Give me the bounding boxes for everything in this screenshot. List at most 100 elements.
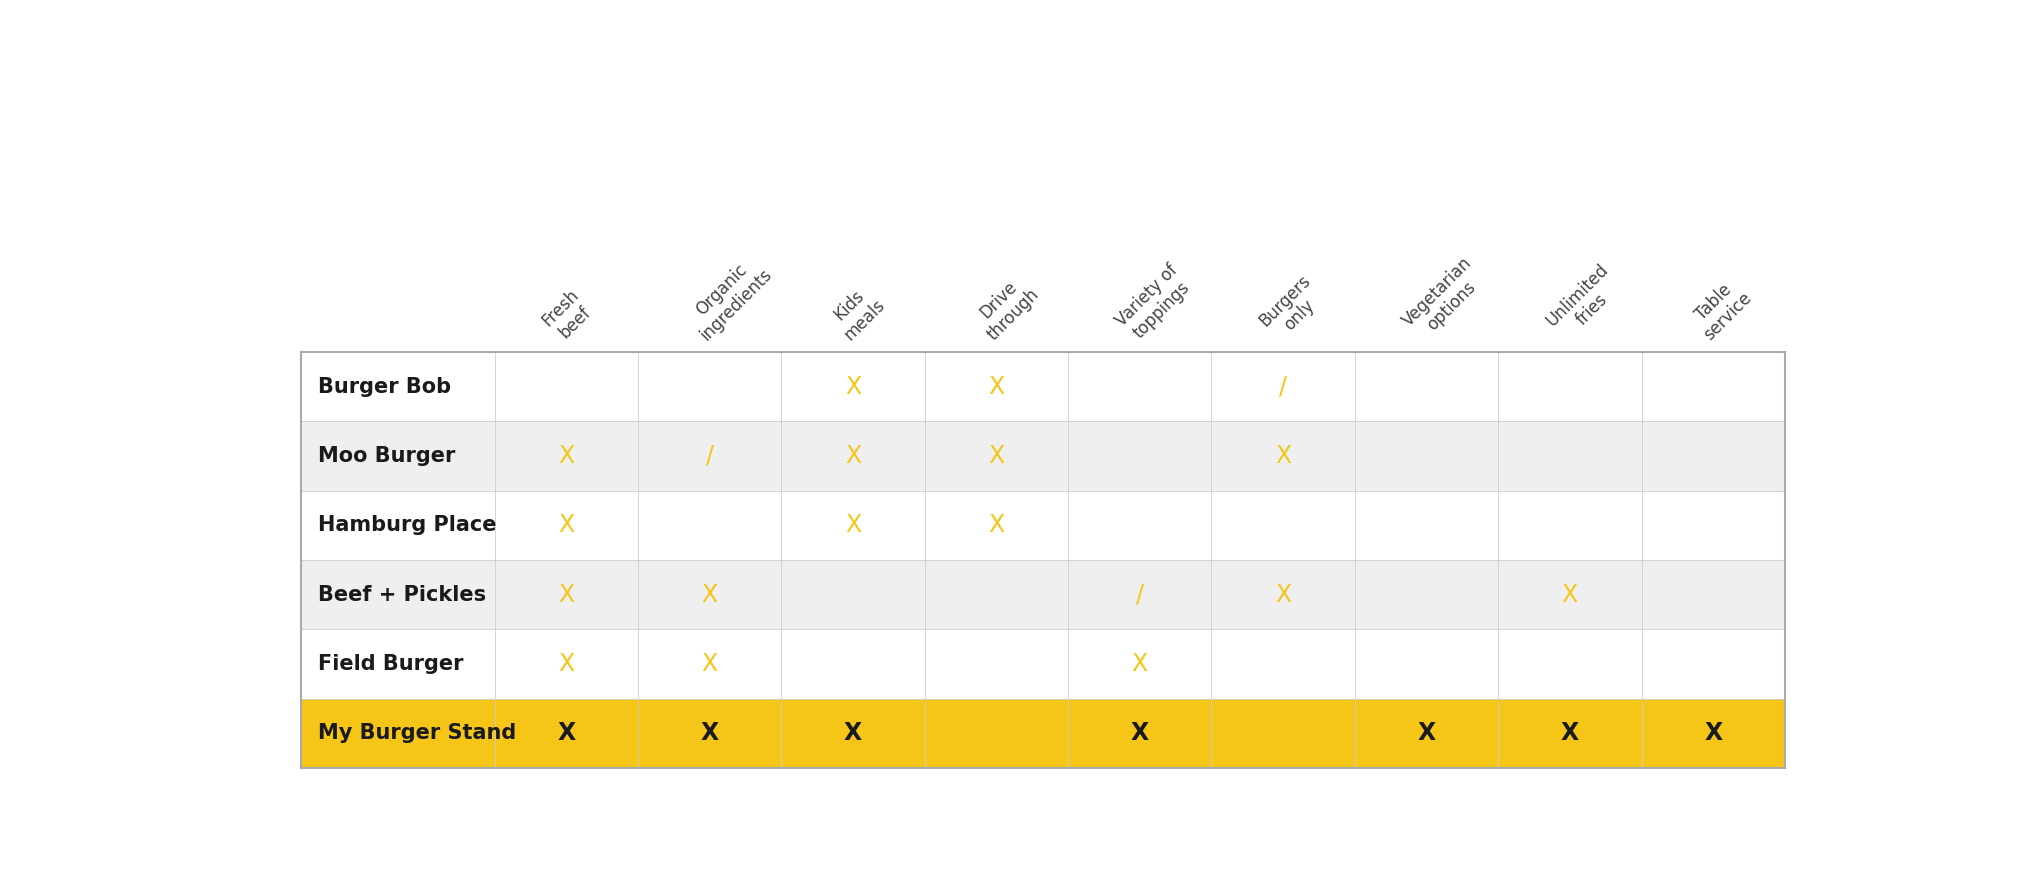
Bar <box>925 352 1068 422</box>
Bar <box>1212 491 1355 560</box>
Text: Unlimited
fries: Unlimited fries <box>1542 260 1627 344</box>
Text: X: X <box>1562 583 1578 606</box>
Text: Table
service: Table service <box>1686 275 1755 344</box>
Text: Vegetarian
options: Vegetarian options <box>1399 253 1491 344</box>
Bar <box>1212 352 1355 422</box>
Text: /: / <box>706 444 714 468</box>
Text: X: X <box>844 513 860 538</box>
Text: X: X <box>1131 721 1149 745</box>
Text: Kids
meals: Kids meals <box>826 282 889 344</box>
Bar <box>1068 699 1212 767</box>
Bar <box>1355 352 1499 422</box>
Text: Beef + Pickles: Beef + Pickles <box>317 584 486 605</box>
Text: My Burger Stand: My Burger Stand <box>317 723 517 743</box>
Bar <box>1068 629 1212 699</box>
Text: Field Burger: Field Burger <box>317 654 464 674</box>
Text: X: X <box>989 375 1005 399</box>
Text: X: X <box>844 444 860 468</box>
Bar <box>494 629 639 699</box>
Bar <box>1355 491 1499 560</box>
Bar <box>301 699 494 767</box>
Text: Organic
ingredients: Organic ingredients <box>681 251 775 344</box>
Bar <box>781 422 925 491</box>
Text: X: X <box>557 721 576 745</box>
Bar <box>781 699 925 767</box>
Bar <box>494 422 639 491</box>
Text: X: X <box>702 583 718 606</box>
Bar <box>781 491 925 560</box>
Bar <box>1068 422 1212 491</box>
Bar <box>1068 560 1212 629</box>
Bar <box>494 560 639 629</box>
Bar <box>1212 629 1355 699</box>
Bar <box>494 352 639 422</box>
Bar <box>1641 699 1786 767</box>
Bar <box>301 352 1786 767</box>
Text: Fresh
beef: Fresh beef <box>539 286 598 344</box>
Bar <box>1641 352 1786 422</box>
Text: Drive
through: Drive through <box>968 271 1041 344</box>
Text: X: X <box>1275 583 1292 606</box>
Bar <box>1499 560 1641 629</box>
Text: /: / <box>1135 583 1143 606</box>
Bar <box>781 352 925 422</box>
Bar <box>925 422 1068 491</box>
Bar <box>301 352 494 422</box>
Bar <box>301 491 494 560</box>
Bar <box>639 422 781 491</box>
Bar <box>301 422 494 491</box>
Bar <box>1641 491 1786 560</box>
Text: X: X <box>989 513 1005 538</box>
Bar <box>1212 699 1355 767</box>
Bar <box>1641 629 1786 699</box>
Bar <box>494 491 639 560</box>
Text: X: X <box>1275 444 1292 468</box>
Bar <box>639 352 781 422</box>
Text: X: X <box>557 583 574 606</box>
Bar <box>1355 629 1499 699</box>
Text: X: X <box>1704 721 1723 745</box>
Text: X: X <box>702 652 718 676</box>
Bar <box>925 491 1068 560</box>
Bar <box>1355 422 1499 491</box>
Bar <box>639 699 781 767</box>
Text: X: X <box>1418 721 1436 745</box>
Text: Hamburg Place: Hamburg Place <box>317 516 496 535</box>
Text: X: X <box>557 513 574 538</box>
Bar <box>1499 491 1641 560</box>
Bar <box>1212 560 1355 629</box>
Bar <box>639 491 781 560</box>
Text: X: X <box>1560 721 1578 745</box>
Bar <box>925 699 1068 767</box>
Bar <box>1068 352 1212 422</box>
Text: X: X <box>1131 652 1147 676</box>
Bar <box>1499 422 1641 491</box>
Text: X: X <box>557 444 574 468</box>
Bar <box>494 699 639 767</box>
Text: X: X <box>557 652 574 676</box>
Bar <box>925 560 1068 629</box>
Bar <box>1499 352 1641 422</box>
Text: X: X <box>700 721 718 745</box>
Bar <box>1355 560 1499 629</box>
Bar <box>1212 422 1355 491</box>
Bar <box>1641 560 1786 629</box>
Bar <box>1355 699 1499 767</box>
Bar <box>1499 699 1641 767</box>
Text: X: X <box>844 721 862 745</box>
Text: Burger Bob: Burger Bob <box>317 377 452 397</box>
Text: Burgers
only: Burgers only <box>1255 271 1328 344</box>
Bar <box>301 629 494 699</box>
Bar <box>639 560 781 629</box>
Bar <box>781 560 925 629</box>
Text: Moo Burger: Moo Burger <box>317 446 456 466</box>
Bar <box>1641 422 1786 491</box>
Text: Variety of
toppings: Variety of toppings <box>1113 260 1196 344</box>
Bar <box>1068 491 1212 560</box>
Bar <box>781 629 925 699</box>
Bar <box>925 629 1068 699</box>
Text: X: X <box>844 375 860 399</box>
Text: /: / <box>1279 375 1288 399</box>
Bar <box>639 629 781 699</box>
Bar <box>301 560 494 629</box>
